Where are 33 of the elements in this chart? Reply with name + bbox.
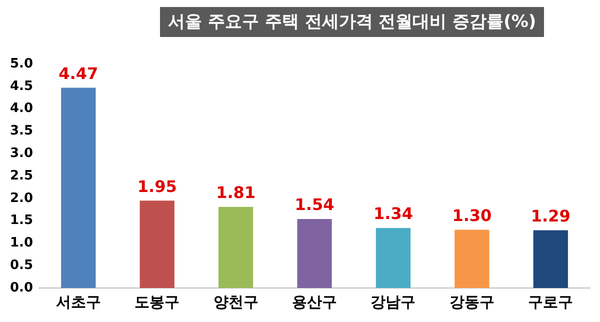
bar	[454, 230, 490, 288]
x-tick-label: 강동구	[449, 292, 494, 311]
y-tick-label: 4.5	[10, 78, 34, 94]
bar	[140, 200, 174, 288]
y-tick-label: 3.0	[10, 146, 34, 161]
y-tick-label: 0.0	[10, 280, 34, 296]
chart-title: 서울 주요구 주택 전세가격 전월대비 증감률(%)	[160, 7, 544, 37]
bar	[533, 230, 568, 288]
y-tick-label: 2.0	[10, 190, 34, 206]
bar	[61, 88, 96, 288]
data-label: 1.29	[530, 206, 570, 226]
y-tick-label: 4.0	[10, 101, 34, 116]
x-tick-label: 용산구	[292, 292, 338, 311]
y-tick-label: 5.0	[10, 56, 34, 72]
data-label: 1.30	[452, 206, 492, 225]
data-label: 1.81	[216, 183, 256, 202]
data-label: 1.95	[137, 176, 177, 196]
data-label: 4.47	[58, 64, 98, 83]
x-tick-label: 서초구	[56, 292, 101, 311]
x-tick-label: 강남구	[370, 292, 416, 311]
bar	[297, 219, 332, 288]
data-label: 1.34	[373, 204, 413, 224]
bar	[376, 228, 411, 288]
x-tick-label: 도봉구	[134, 292, 180, 311]
bar	[218, 206, 254, 288]
y-tick-label: 1.5	[10, 213, 34, 228]
x-tick-label: 양천구	[213, 292, 258, 311]
y-tick-label: 3.5	[10, 124, 34, 139]
data-label: 1.54	[294, 195, 334, 214]
y-tick-label: 1.0	[10, 236, 34, 251]
x-tick-label: 구로구	[528, 292, 574, 311]
y-tick-label: 0.5	[10, 258, 34, 273]
y-tick-label: 2.5	[10, 168, 34, 184]
